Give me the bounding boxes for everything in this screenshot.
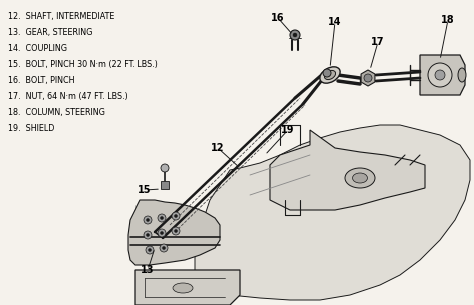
Ellipse shape — [324, 70, 336, 80]
Text: 16.  BOLT, PINCH: 16. BOLT, PINCH — [8, 76, 74, 85]
Polygon shape — [135, 270, 240, 305]
Circle shape — [290, 30, 300, 40]
Polygon shape — [161, 181, 169, 189]
Circle shape — [435, 70, 445, 80]
Text: 19.  SHIELD: 19. SHIELD — [8, 124, 55, 133]
Circle shape — [293, 33, 297, 37]
Circle shape — [364, 74, 372, 82]
Circle shape — [158, 229, 166, 237]
Text: 15.  BOLT, PINCH 30 N·m (22 FT. LBS.): 15. BOLT, PINCH 30 N·m (22 FT. LBS.) — [8, 60, 158, 69]
Text: 14.  COUPLING: 14. COUPLING — [8, 44, 67, 53]
Text: 19: 19 — [281, 125, 295, 135]
Text: 13: 13 — [141, 265, 155, 275]
Circle shape — [160, 244, 168, 252]
Ellipse shape — [458, 68, 466, 82]
Circle shape — [174, 229, 177, 232]
Circle shape — [428, 63, 452, 87]
Circle shape — [163, 246, 165, 249]
Text: 17.  NUT, 64 N·m (47 FT. LBS.): 17. NUT, 64 N·m (47 FT. LBS.) — [8, 92, 128, 101]
Circle shape — [174, 214, 177, 217]
Circle shape — [323, 69, 331, 77]
Polygon shape — [361, 70, 375, 86]
Circle shape — [161, 231, 164, 235]
Circle shape — [172, 227, 180, 235]
Text: 13.  GEAR, STEERING: 13. GEAR, STEERING — [8, 28, 92, 37]
Circle shape — [146, 234, 149, 236]
Circle shape — [158, 214, 166, 222]
Text: 12: 12 — [211, 143, 225, 153]
Text: 14: 14 — [328, 17, 342, 27]
Text: 15: 15 — [138, 185, 152, 195]
Text: 12.  SHAFT, INTERMEDIATE: 12. SHAFT, INTERMEDIATE — [8, 12, 114, 21]
Circle shape — [144, 216, 152, 224]
Polygon shape — [270, 130, 425, 210]
Ellipse shape — [353, 173, 367, 183]
Text: 18.  COLUMN, STEERING: 18. COLUMN, STEERING — [8, 108, 105, 117]
Circle shape — [161, 217, 164, 220]
Text: 17: 17 — [371, 37, 385, 47]
Polygon shape — [420, 55, 465, 95]
Text: 18: 18 — [441, 15, 455, 25]
Circle shape — [144, 231, 152, 239]
Ellipse shape — [345, 168, 375, 188]
Polygon shape — [195, 125, 470, 300]
Text: 16: 16 — [271, 13, 285, 23]
Polygon shape — [128, 200, 220, 265]
Circle shape — [146, 246, 154, 254]
Circle shape — [161, 164, 169, 172]
Ellipse shape — [320, 67, 340, 83]
Circle shape — [146, 218, 149, 221]
Ellipse shape — [173, 283, 193, 293]
Circle shape — [148, 249, 152, 252]
Circle shape — [172, 212, 180, 220]
